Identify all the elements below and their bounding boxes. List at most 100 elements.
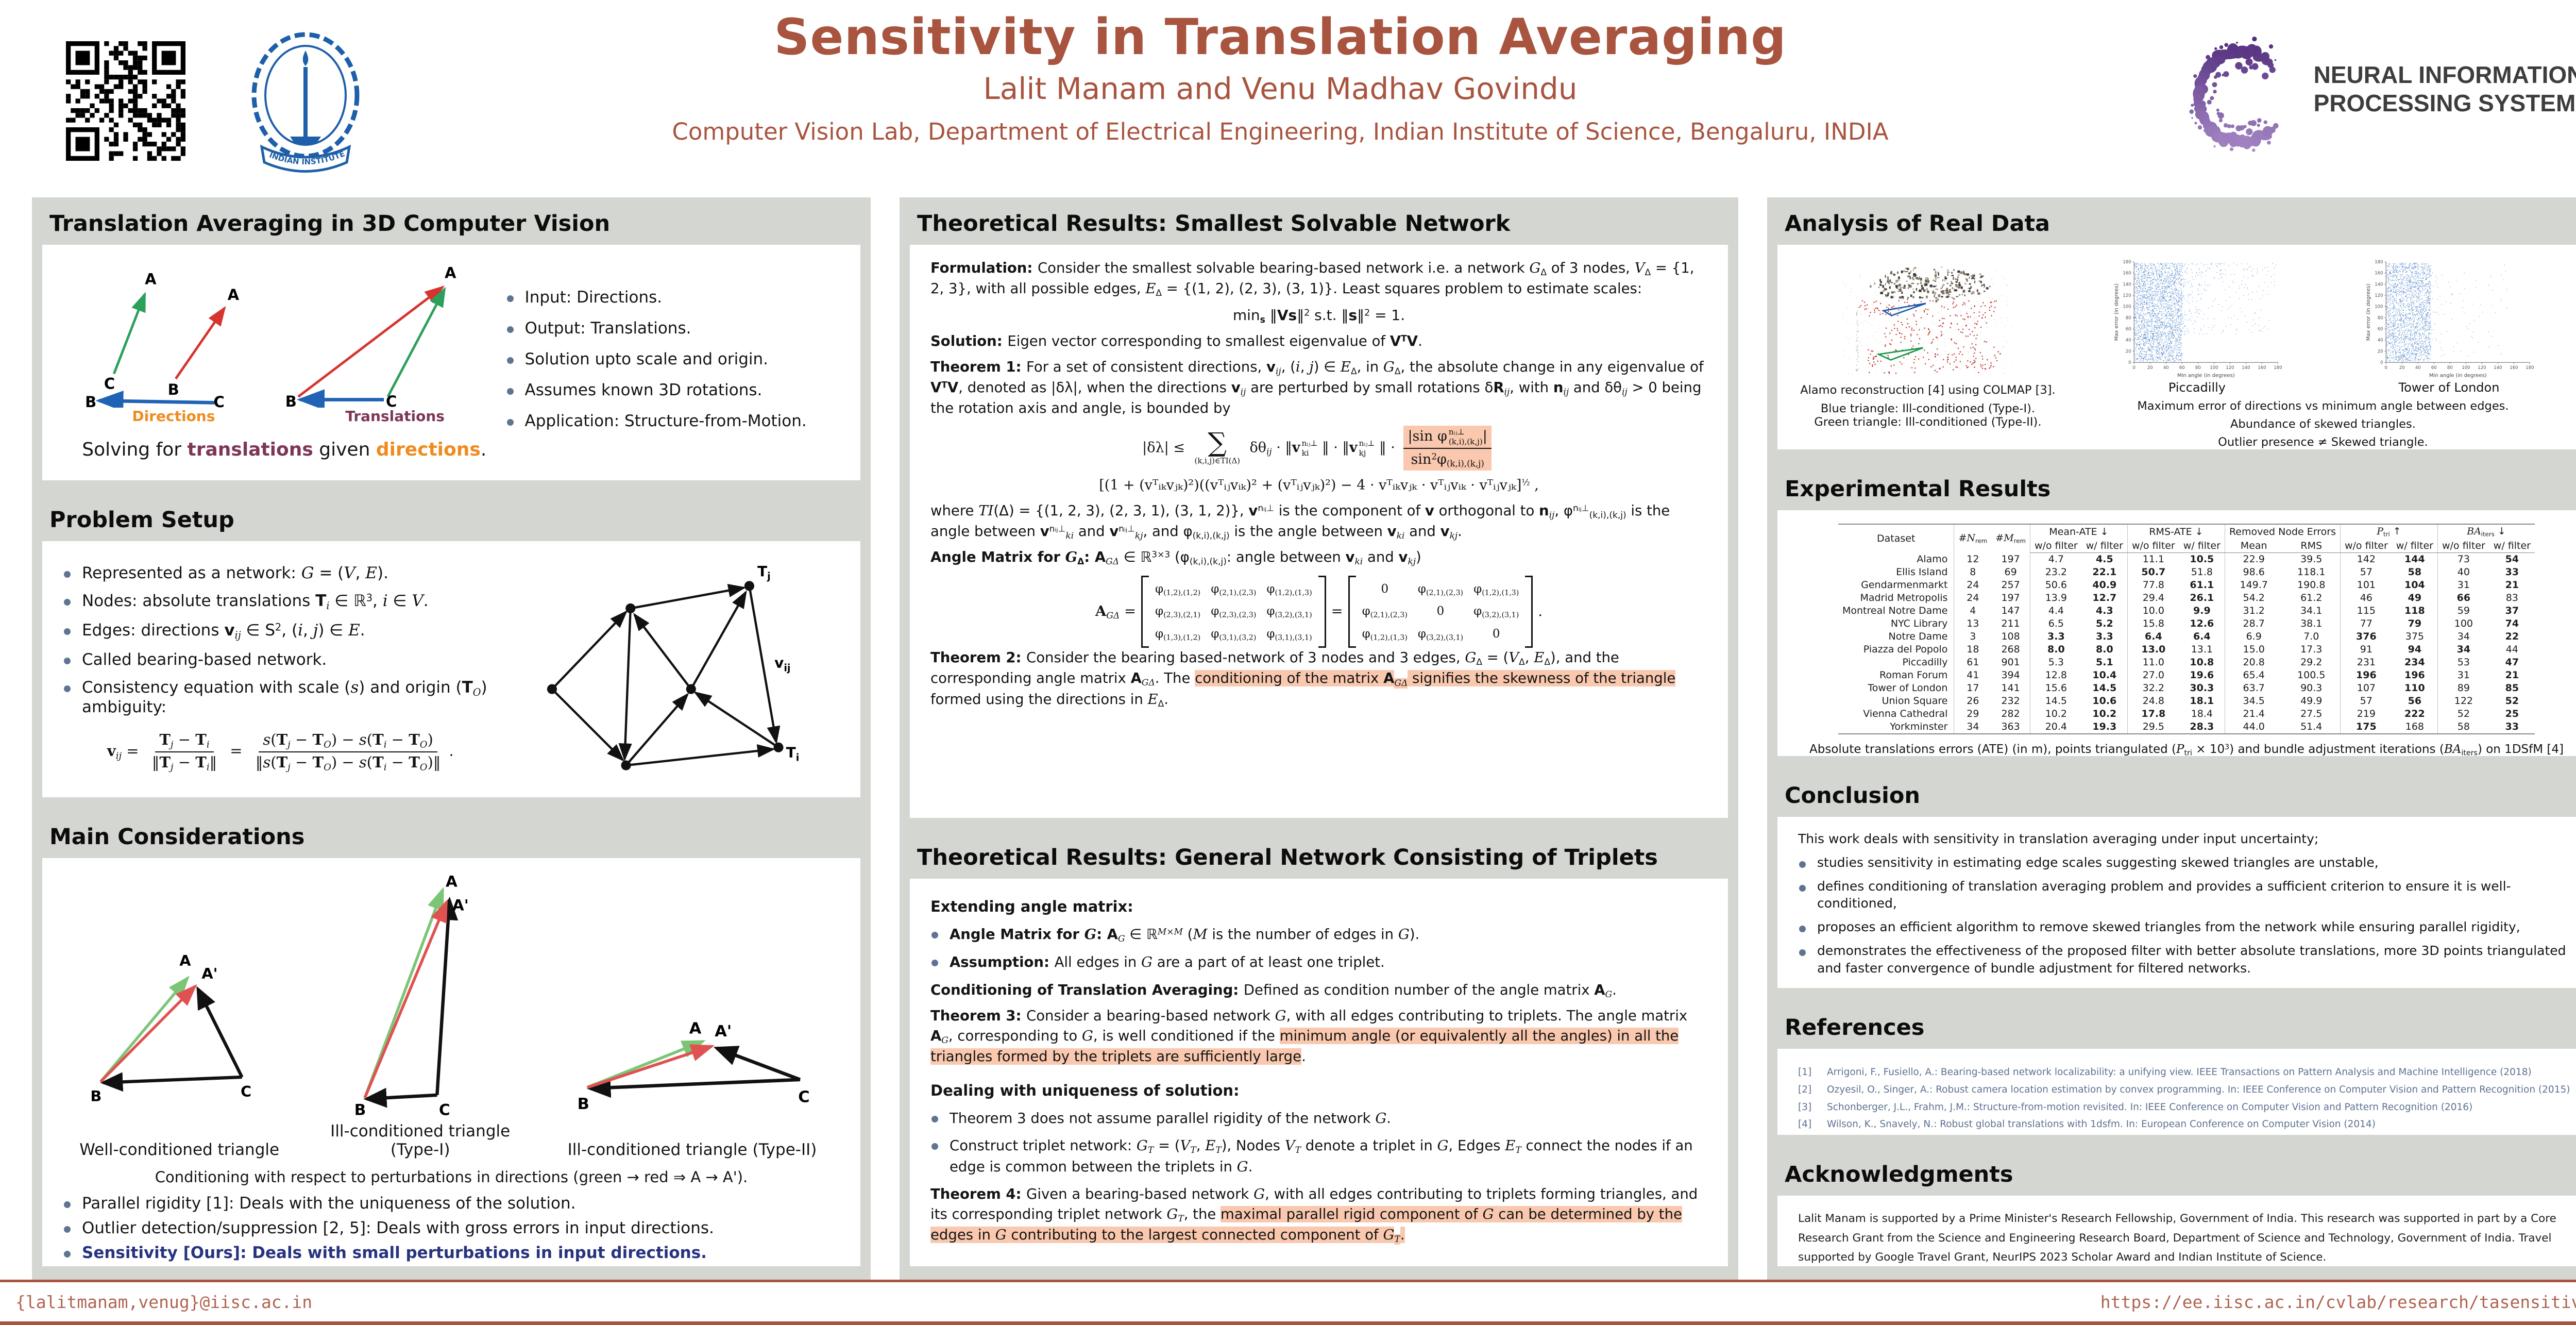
svg-text:120: 120: [2478, 365, 2486, 371]
svg-text:Max error (in degrees): Max error (in degrees): [2114, 283, 2120, 341]
bullet-icon: [64, 1251, 71, 1257]
extending-heading: Extending angle matrix:: [930, 898, 1133, 915]
section-problem-setup: Problem Setup Represented as a network: …: [32, 494, 871, 811]
svg-text:0: 0: [2380, 360, 2383, 365]
poster-affiliation: Computer Vision Lab, Department of Elect…: [672, 118, 1889, 145]
bullet-icon: [506, 388, 514, 395]
svg-text:B: B: [354, 1101, 366, 1119]
project-url: https://ee.iisc.ac.in/cvlab/research/tas…: [2100, 1292, 2576, 1312]
theorem-4: Theorem 4: Given a bearing-based network…: [930, 1185, 1698, 1245]
list-item: defines conditioning of translation aver…: [1798, 878, 2575, 913]
conclusion-intro: This work deals with sensitivity in tran…: [1798, 831, 2319, 846]
section-conclusion: Conclusion This work deals with sensitiv…: [1767, 769, 2576, 1001]
bullet-icon: [931, 1143, 938, 1150]
theorem-2: Theorem 2: Consider the bearing based-ne…: [930, 649, 1676, 709]
svg-text:C: C: [241, 1083, 251, 1100]
section-title: Acknowledgments: [1785, 1162, 2013, 1187]
matrix-entry: φ(3,1),(3,1): [1266, 627, 1312, 642]
svg-text:80: 80: [2195, 365, 2201, 371]
table-row: Roman Forum 41 394 12.8 10.4 27.0 19.6 65.4 100.…: [1879, 668, 2519, 682]
list-item: Represented as a network: G = (V, E).: [63, 564, 498, 582]
bullet-icon: [931, 932, 938, 939]
svg-text:80: 80: [2447, 365, 2453, 371]
list-item: Assumes known 3D rotations.: [506, 381, 840, 399]
least-squares-formula: mins ‖Vs‖2 s.t. ‖s‖2 = 1.: [1232, 306, 1405, 325]
well-conditioned-triangle-figure: A A' B C: [63, 933, 296, 1119]
svg-text:0: 0: [2132, 365, 2135, 371]
svg-text:140: 140: [2123, 282, 2131, 287]
bullet-icon: [931, 960, 938, 967]
piccadilly-scatter-plot: 0 20 40 60 80 100 120 140 160 180 0 20 40 60 80 100 120 1…: [2114, 260, 2282, 379]
svg-text:160: 160: [2375, 271, 2383, 276]
where-paragraph: where TI(Δ) = {(1, 2, 3), (2, 3, 1), (3,…: [930, 502, 1670, 542]
svg-text:A: A: [179, 952, 191, 969]
svg-text:60: 60: [2179, 365, 2185, 371]
section-theory-triplets: Theoretical Results: General Network Con…: [900, 831, 1738, 1280]
iisc-logo-icon: INDIAN INSTITUTE OF SCIENCE: [241, 31, 360, 173]
list-item: proposes an efficient algorithm to remov…: [1798, 918, 2575, 936]
svg-text:160: 160: [2258, 365, 2266, 371]
svg-text:60: 60: [2431, 365, 2437, 371]
figure-caption: Ill-conditioned triangle (Type-I): [330, 1122, 511, 1159]
list-item: Solution upto scale and origin.: [506, 350, 840, 368]
poster-body: Translation Averaging in 3D Computer Vis…: [0, 197, 2576, 1280]
matrix-entry: φ(2,1),(2,3): [1362, 605, 1408, 619]
table-row: Piccadilly 61 901 5.3 5.1 11.0 10.8 20.8 29.2 231…: [1902, 656, 2519, 669]
section-title: Problem Setup: [49, 507, 234, 533]
svg-text:140: 140: [2494, 365, 2502, 371]
solution-paragraph: Solution: Eigen vector corresponding to …: [930, 333, 1422, 350]
list-item: Called bearing-based network.: [63, 650, 498, 669]
svg-text:A: A: [446, 873, 457, 891]
extend-bullets: Angle Matrix for G: AG ∈ ℝM×M (M is the …: [930, 925, 1707, 972]
matrix-entry: 0: [1381, 582, 1389, 596]
bullet-icon: [506, 357, 514, 364]
section-title: Main Considerations: [49, 824, 305, 850]
conclusion-bullets: studies sensitivity in estimating edge s…: [1798, 854, 2575, 977]
svg-text:A: A: [228, 286, 240, 304]
svg-text:0: 0: [2128, 360, 2131, 365]
table-row: NYC Library 13 211 6.5 5.2 15.8 12.6 28.7 38.1 77…: [1890, 617, 2519, 630]
results-table: Dataset #Nrem #Mrem Mean-ATE ↓ RMS-ATE ↓ Remo…: [1838, 523, 2535, 734]
theorem-1-bound-formula: |δλ| ≤ ∑ (k,i,j)∈TI(Δ) δθij · ‖v nᵢⱼ⊥ ki ‖ …: [930, 426, 1707, 495]
svg-text:C: C: [214, 393, 225, 408]
svg-text:B: B: [285, 393, 297, 408]
svg-text:B: B: [168, 381, 179, 398]
poster-authors: Lalit Manam and Venu Madhav Govindu: [983, 71, 1578, 106]
matrix-entry: 0: [1436, 605, 1445, 618]
table-row: Alamo 12 197 4.7 4.5 11.1 10.5 22.9 39.5 142 144 73…: [1917, 552, 2519, 566]
alamo-figure: Alamo reconstruction [4] using COLMAP [3…: [1798, 258, 2058, 436]
bullet-icon: [931, 1116, 938, 1123]
reference-item: [3] Schonberger, J.L., Frahm, J.M.: Struc…: [1798, 1101, 2473, 1113]
matrix-entry: φ(2,1),(2,3): [1417, 582, 1464, 597]
list-item: Nodes: absolute translations Ti ∈ ℝ3, i …: [63, 592, 498, 612]
section-title: Translation Averaging in 3D Computer Vis…: [49, 211, 611, 237]
note-line: Abundance of skewed triangles.: [2230, 417, 2416, 431]
directions-translations-figure: C A B A B C A: [63, 258, 506, 467]
list-item: Consistency equation with scale (s) and …: [63, 678, 498, 716]
svg-text:Min angle (in degrees): Min angle (in degrees): [2429, 373, 2487, 379]
note-line: Maximum error of directions vs minimum a…: [2137, 399, 2509, 413]
list-item: Input: Directions.: [506, 288, 840, 307]
qr-code-icon: [66, 41, 185, 161]
theorem-3: Theorem 3: Consider a bearing-based netw…: [930, 1007, 1688, 1065]
section-title: Analysis of Real Data: [1785, 211, 2050, 237]
figure-caption: Alamo reconstruction [4] using COLMAP [3…: [1800, 383, 2056, 397]
matrix-entry: φ(3,1),(3,2): [1211, 627, 1257, 642]
table-row: Union Square 26 232 14.5 10.6 24.8 18.1 34.5 49.…: [1882, 694, 2519, 708]
conditioning-caption: Conditioning with respect to perturbatio…: [155, 1168, 748, 1186]
bullet-icon: [64, 1201, 71, 1208]
svg-text:C: C: [798, 1088, 809, 1106]
matrix-entry: φ(3,2),(3,1): [1473, 605, 1519, 619]
svg-text:0: 0: [2384, 365, 2387, 371]
svg-text:A: A: [445, 264, 456, 282]
svg-text:C: C: [386, 393, 397, 408]
svg-text:40: 40: [2163, 365, 2169, 371]
svg-text:180: 180: [2526, 365, 2534, 371]
svg-text:80: 80: [2125, 315, 2131, 321]
bullet-icon: [64, 657, 71, 664]
table-row: Notre Dame 3 108 3.3 3.3 6.4 6.4 6.9 7.0 376 375 34…: [1888, 630, 2519, 643]
svg-text:B: B: [85, 393, 96, 408]
table-row: Madrid Metropolis 24 197 13.9 12.7 29.4 26.1 54…: [1860, 591, 2518, 605]
bullet-icon: [506, 419, 514, 426]
list-item: Application: Structure-from-Motion.: [506, 412, 840, 430]
